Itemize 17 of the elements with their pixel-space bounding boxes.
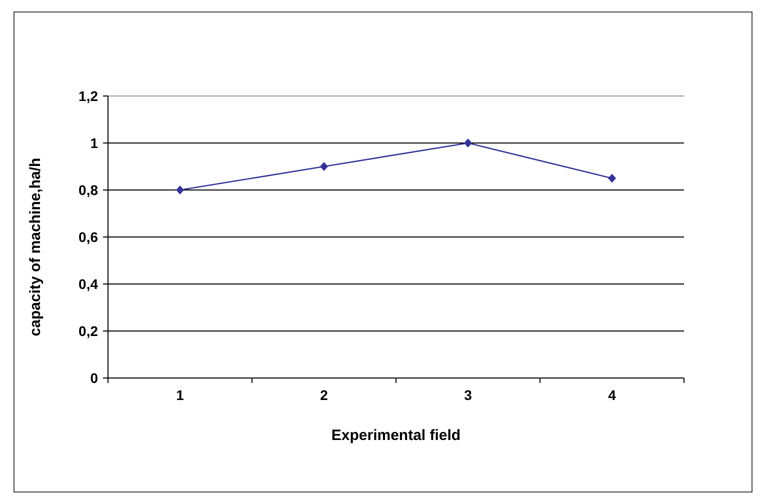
y-tick-label: 1	[90, 134, 98, 151]
x-tick-label: 3	[464, 387, 472, 403]
y-tick-label: 0	[90, 370, 98, 386]
point	[608, 174, 616, 183]
y-tick-label: 0,4	[78, 276, 98, 292]
y-tick-label: 0,2	[78, 322, 98, 339]
x-tick-label: 1	[176, 387, 184, 403]
point	[320, 162, 328, 171]
point	[176, 186, 184, 194]
x-tick-label: 4	[608, 387, 616, 403]
y-tick-label: 1,2	[78, 88, 98, 104]
x-axis-title: Experimental field	[331, 427, 461, 444]
x-tick-label: 2	[320, 387, 328, 403]
point	[464, 138, 472, 148]
y-tick-label: 0,8	[78, 182, 98, 198]
y-axis-title: capacity of machine,ha/h	[27, 158, 44, 336]
y-tick-label: 0,6	[78, 228, 98, 245]
